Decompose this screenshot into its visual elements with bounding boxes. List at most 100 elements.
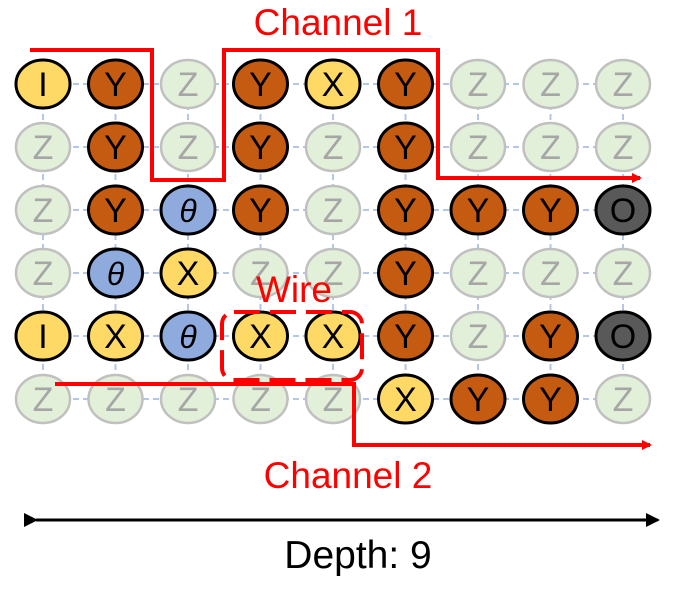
node-circle [14, 184, 72, 236]
node-label: Y [539, 318, 562, 356]
node-circle [449, 310, 507, 362]
node-circle [304, 121, 362, 173]
node-circle [159, 121, 217, 173]
node-y: Y [232, 184, 289, 236]
node-label: Z [178, 381, 199, 419]
node-circle [522, 247, 579, 299]
node-label: Z [468, 255, 489, 293]
node-label: Y [104, 66, 127, 104]
node-label: Z [323, 255, 344, 293]
node-label: Y [467, 381, 490, 419]
node-z: Z [594, 121, 652, 173]
node-z: Z [304, 373, 362, 425]
node-o: O [594, 310, 652, 362]
node-circle [377, 247, 434, 299]
node-label: Z [468, 66, 489, 104]
node-label: Z [540, 255, 561, 293]
node-label: Z [540, 129, 561, 167]
node-y: Y [87, 121, 144, 173]
node-label: X [394, 381, 417, 419]
node-x: X [377, 373, 434, 425]
node-circle [159, 58, 217, 110]
node-label: Y [394, 192, 417, 230]
node-circle [594, 373, 652, 425]
node-label: Z [33, 129, 54, 167]
node-label: Y [394, 318, 417, 356]
wire-label: Wire [256, 269, 332, 310]
node-label: Z [468, 318, 489, 356]
node-x: X [304, 58, 362, 110]
node-circle [377, 121, 434, 173]
node-circle [159, 310, 217, 362]
node-label: Y [539, 381, 562, 419]
node-z: Z [522, 58, 579, 110]
node-label: Y [394, 129, 417, 167]
node-label: Z [323, 381, 344, 419]
node-label: I [38, 318, 47, 356]
node-label: X [322, 66, 345, 104]
node-circle [304, 373, 362, 425]
node-label: Y [104, 129, 127, 167]
node-z: Z [594, 247, 652, 299]
node-label: θ [179, 193, 197, 229]
node-y: Y [522, 310, 579, 362]
depth-label: Depth: 9 [284, 534, 431, 577]
node-circle [14, 310, 72, 362]
node-label: θ [179, 319, 197, 355]
node-y: Y [377, 121, 434, 173]
node-circle [232, 373, 289, 425]
node-o: O [594, 184, 652, 236]
node-x: X [304, 310, 362, 362]
node-label: X [177, 255, 200, 293]
node-x: X [232, 310, 289, 362]
node-circle [14, 373, 72, 425]
node-y: Y [87, 184, 144, 236]
node-label: Z [178, 129, 199, 167]
node-z: Z [159, 373, 217, 425]
node-y: Y [87, 58, 144, 110]
node-label: X [104, 318, 127, 356]
node-circle [594, 121, 652, 173]
node-z: Z [449, 310, 507, 362]
node-label: Z [613, 129, 634, 167]
node-circle [159, 184, 217, 236]
channel-1-path [30, 48, 642, 183]
node-circle [449, 184, 507, 236]
node-z: Z [14, 121, 72, 173]
node-circle [377, 373, 434, 425]
node-y: Y [449, 184, 507, 236]
node-circle [87, 121, 144, 173]
node-label: Z [105, 381, 126, 419]
node-label: Z [33, 255, 54, 293]
node-label: Z [33, 381, 54, 419]
node-label: Z [323, 129, 344, 167]
node-circle [522, 184, 579, 236]
node-z: Z [14, 373, 72, 425]
node-z: Z [522, 247, 579, 299]
node-i: I [14, 310, 72, 362]
node-y: Y [377, 184, 434, 236]
node-label: X [249, 318, 272, 356]
node-circle [522, 373, 579, 425]
node-y: Y [232, 121, 289, 173]
node-x: X [159, 247, 217, 299]
node-z: Z [304, 121, 362, 173]
node-z: Z [449, 247, 507, 299]
node-label: O [610, 318, 636, 356]
node-label: Z [323, 192, 344, 230]
node-i: I [14, 58, 72, 110]
node-circle [377, 184, 434, 236]
node-circle [159, 247, 217, 299]
node-circle [522, 121, 579, 173]
node-z: Z [594, 373, 652, 425]
node-label: Z [250, 255, 271, 293]
channel-2-label: Channel 2 [264, 455, 433, 496]
node-label: X [322, 318, 345, 356]
node-label: Y [249, 192, 272, 230]
node-circle [449, 373, 507, 425]
node-circle [14, 58, 72, 110]
node-z: Z [304, 247, 362, 299]
node-y: Y [522, 184, 579, 236]
